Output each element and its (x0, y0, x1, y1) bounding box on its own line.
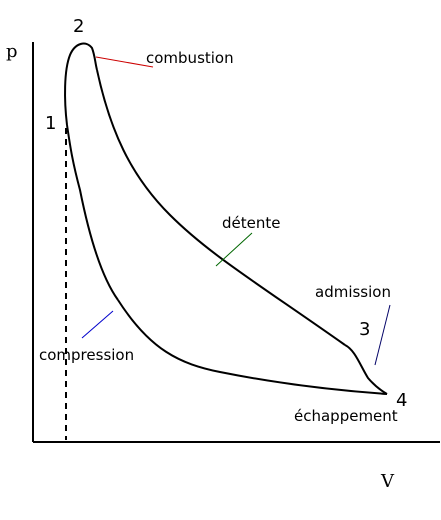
admission-label: admission (315, 283, 391, 301)
x-axis-label: V (380, 471, 395, 492)
admission-leader-line (374, 304, 391, 366)
point-label-1: 1 (45, 113, 56, 134)
compression-leader-line (81, 310, 114, 339)
combustion-leader-line (95, 56, 154, 68)
point-label-4: 4 (396, 390, 407, 411)
compression-curve (66, 124, 119, 301)
detente-label: détente (222, 214, 280, 232)
detente-leader-line (215, 232, 253, 267)
echappement-label: échappement (294, 407, 398, 425)
point-label-3: 3 (359, 319, 370, 340)
combustion-curve (64, 42, 98, 126)
echappement-curve (117, 299, 388, 395)
combustion-label: combustion (146, 49, 234, 67)
detente-curve (96, 69, 346, 346)
point-label-2: 2 (73, 16, 84, 37)
y-axis-label: p (6, 41, 18, 62)
admission-curve (344, 344, 388, 395)
compression-label: compression (39, 346, 134, 364)
